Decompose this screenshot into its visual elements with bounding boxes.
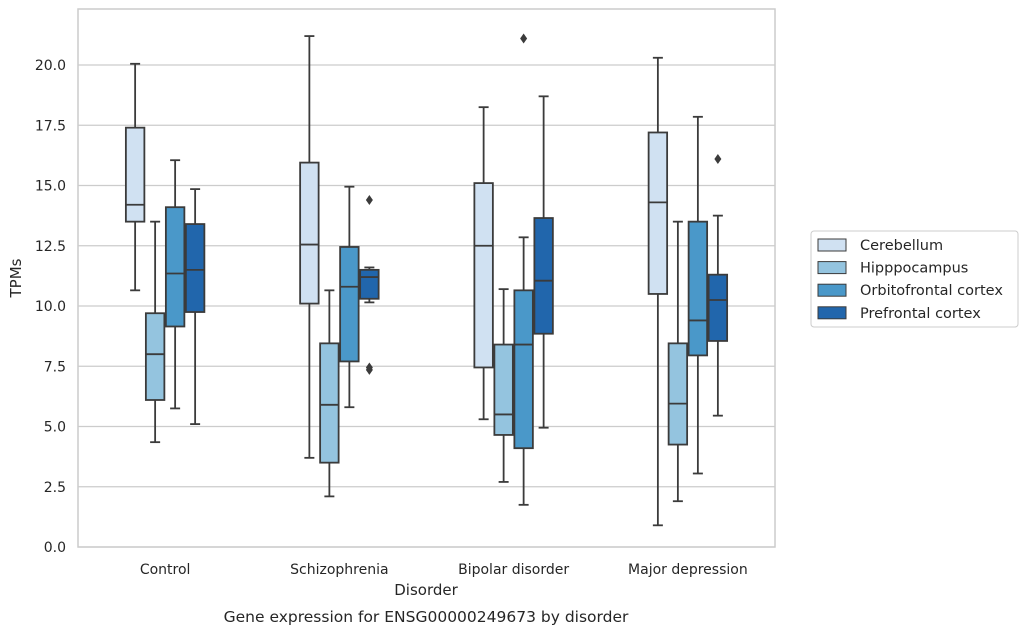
box (473, 106, 494, 421)
y-tick-label: 20.0 (35, 58, 66, 74)
x-tick-label: Control (140, 562, 191, 578)
x-tick-label: Major depression (628, 562, 748, 578)
legend-label: Prefrontal cortex (860, 306, 981, 322)
y-tick-labels: 0.0 2.5 5.0 7.5 10.0 12.5 15.0 17.5 20.0 (35, 58, 66, 556)
box-body (339, 246, 360, 363)
legend-swatch (817, 306, 847, 320)
plot-frame (77, 8, 776, 548)
box-body (124, 126, 146, 223)
box (513, 33, 534, 506)
chart-caption: Gene expression for ENSG00000249673 by d… (224, 608, 629, 626)
boxes (124, 33, 729, 527)
y-tick-label: 10.0 (35, 299, 66, 315)
box (164, 159, 186, 410)
legend-swatch (817, 283, 847, 297)
box-body (359, 268, 380, 300)
y-tick-label: 17.5 (35, 118, 66, 134)
y-tick-label: 12.5 (35, 239, 66, 255)
y-tick-label: 7.5 (44, 359, 66, 375)
y-axis-title: TPMs (7, 258, 25, 298)
box (493, 288, 514, 483)
outlier-point (365, 364, 373, 375)
box (667, 220, 689, 503)
x-axis-title: Disorder (394, 581, 458, 599)
y-tick-label: 15.0 (35, 179, 66, 195)
box-body (319, 342, 340, 464)
box-body (184, 223, 206, 313)
box (687, 115, 709, 475)
box-body (667, 342, 689, 446)
box (647, 56, 669, 527)
legend-frame (810, 230, 1019, 328)
y-tick-label: 2.5 (44, 480, 66, 496)
box (319, 289, 340, 498)
box-body (493, 343, 514, 436)
box-body (299, 161, 320, 305)
box (359, 194, 380, 375)
box (124, 62, 146, 292)
outlier-point (520, 33, 528, 44)
legend-swatch (817, 261, 847, 275)
box (339, 185, 360, 409)
legend-label: Hipppocampus (860, 261, 968, 277)
legend-label: Cerebellum (860, 238, 943, 254)
box-body (144, 312, 166, 401)
box-body (687, 220, 709, 357)
x-tick-labels: Control Schizophrenia Bipolar disorder Majo… (140, 562, 748, 578)
y-tick-label: 5.0 (44, 420, 66, 436)
y-tick-label: 0.0 (44, 540, 66, 556)
legend-label: Orbitofrontal cortex (860, 283, 1003, 299)
box-body (707, 273, 729, 342)
box-body (513, 289, 534, 450)
box-body (473, 182, 494, 369)
box (707, 153, 729, 417)
legend-items: Cerebellum Hipppocampus Orbitofrontal cort… (817, 238, 1003, 322)
box-body (647, 131, 669, 295)
legend: Cerebellum Hipppocampus Orbitofrontal cort… (810, 230, 1019, 328)
legend-swatch (817, 238, 847, 252)
box (533, 95, 554, 429)
box-body (164, 206, 186, 328)
x-tick-label: Bipolar disorder (458, 562, 569, 578)
box (144, 220, 166, 444)
outlier-point (365, 194, 373, 205)
box (184, 188, 206, 425)
box-body (533, 217, 554, 335)
outlier-point (714, 153, 722, 164)
box (299, 35, 320, 459)
x-tick-label: Schizophrenia (290, 562, 388, 578)
